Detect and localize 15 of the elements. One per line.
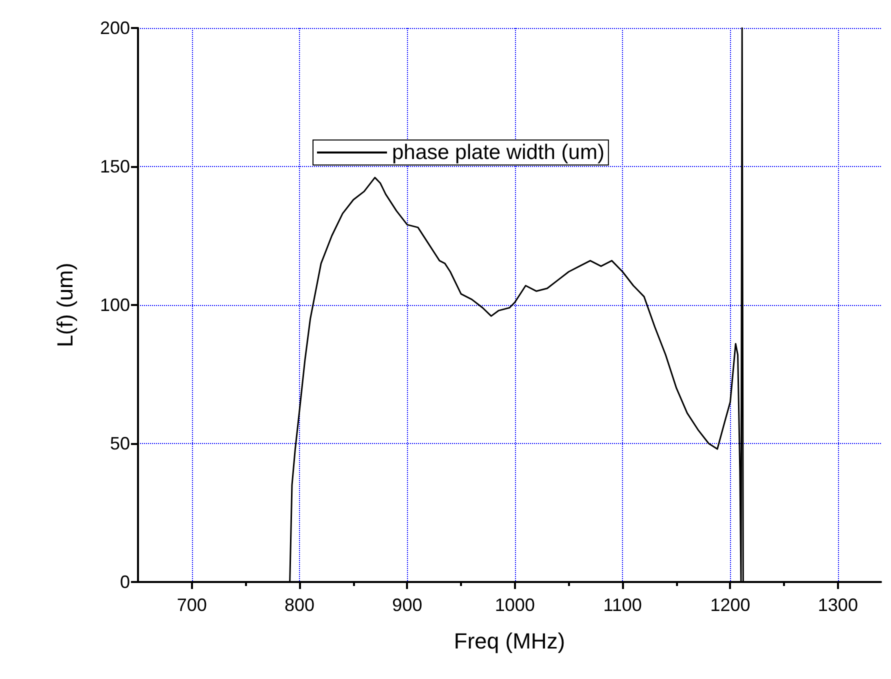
y-axis-title: L(f) (um) [52,262,78,348]
x-tick-label: 1200 [710,595,750,615]
x-tick-label: 1000 [494,595,535,615]
x-tick-label: 1300 [818,595,858,615]
x-tick-label: 700 [176,595,207,615]
x-tick-label: 1100 [603,595,642,615]
y-tick-label: 50 [110,434,130,454]
y-tick-label: 150 [100,156,130,176]
x-tick-label: 800 [284,595,315,615]
y-tick-label: 0 [120,572,130,592]
legend-label: phase plate width (um) [392,141,604,164]
x-tick-label: 900 [392,595,422,615]
y-tick-label: 100 [100,295,130,315]
x-axis-title: Freq (MHz) [454,628,566,654]
y-tick-label: 200 [100,18,130,38]
